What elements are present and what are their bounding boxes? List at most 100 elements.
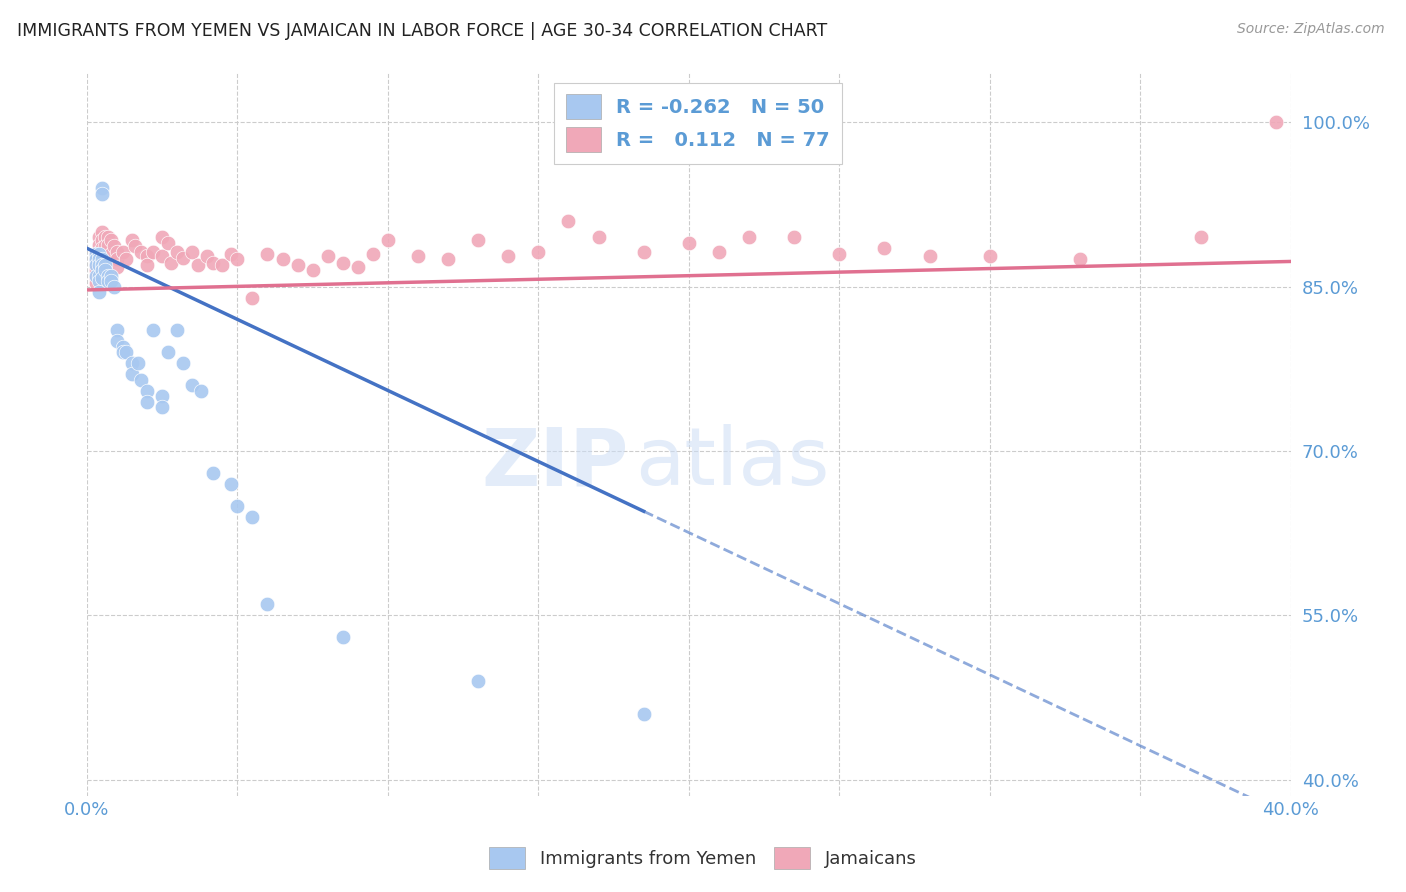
Point <box>316 249 339 263</box>
Point <box>87 265 110 279</box>
Point <box>97 268 120 283</box>
Point <box>127 356 149 370</box>
Point <box>97 274 120 288</box>
Point <box>166 244 188 259</box>
Point <box>111 345 134 359</box>
Point <box>190 384 212 398</box>
Point <box>87 244 110 259</box>
Point <box>211 258 233 272</box>
Point <box>87 258 110 272</box>
Point <box>166 323 188 337</box>
Point <box>181 378 204 392</box>
Text: Source: ZipAtlas.com: Source: ZipAtlas.com <box>1237 22 1385 37</box>
Point <box>87 268 110 283</box>
Point <box>332 630 354 644</box>
Point <box>91 258 114 272</box>
Point <box>84 268 107 283</box>
Point <box>129 373 152 387</box>
Point <box>136 249 159 263</box>
Point <box>346 260 368 274</box>
Point <box>91 186 114 201</box>
Point <box>97 230 120 244</box>
Point <box>256 247 278 261</box>
Point <box>437 252 460 267</box>
Point <box>87 247 110 261</box>
Point <box>103 239 125 253</box>
Point <box>157 345 180 359</box>
Point <box>111 340 134 354</box>
Point <box>361 247 384 261</box>
Point <box>136 258 159 272</box>
Point <box>678 235 700 250</box>
Point <box>1264 115 1286 129</box>
Legend: R = -0.262   N = 50, R =   0.112   N = 77: R = -0.262 N = 50, R = 0.112 N = 77 <box>554 83 842 164</box>
Point <box>84 271 107 285</box>
Point <box>91 249 114 263</box>
Point <box>105 244 128 259</box>
Point <box>588 230 610 244</box>
Point <box>633 244 655 259</box>
Point <box>150 249 173 263</box>
Point <box>91 252 114 267</box>
Point <box>873 241 896 255</box>
Point <box>87 285 110 299</box>
Point <box>150 400 173 414</box>
Point <box>979 249 1001 263</box>
Point <box>91 225 114 239</box>
Point <box>783 230 806 244</box>
Point <box>91 255 114 269</box>
Text: IMMIGRANTS FROM YEMEN VS JAMAICAN IN LABOR FORCE | AGE 30-34 CORRELATION CHART: IMMIGRANTS FROM YEMEN VS JAMAICAN IN LAB… <box>17 22 827 40</box>
Point <box>84 252 107 267</box>
Point <box>172 356 194 370</box>
Point <box>87 258 110 272</box>
Point <box>84 258 107 272</box>
Point <box>87 274 110 288</box>
Point <box>87 252 110 267</box>
Point <box>467 233 489 247</box>
Text: atlas: atlas <box>634 425 830 502</box>
Point <box>467 674 489 689</box>
Point <box>100 233 122 247</box>
Point <box>129 244 152 259</box>
Point <box>1189 230 1212 244</box>
Point <box>94 239 117 253</box>
Point <box>91 241 114 255</box>
Point <box>115 252 138 267</box>
Point <box>256 598 278 612</box>
Point <box>150 230 173 244</box>
Point <box>105 252 128 267</box>
Point <box>105 260 128 274</box>
Point <box>406 249 429 263</box>
Point <box>87 238 110 252</box>
Point <box>918 249 941 263</box>
Point <box>142 323 165 337</box>
Point <box>94 230 117 244</box>
Point <box>527 244 550 259</box>
Point <box>105 334 128 349</box>
Point <box>195 249 218 263</box>
Point <box>221 247 243 261</box>
Point <box>94 258 117 272</box>
Point <box>557 214 579 228</box>
Point <box>124 239 146 253</box>
Point <box>84 277 107 291</box>
Point <box>87 230 110 244</box>
Point <box>707 244 730 259</box>
Point <box>87 251 110 265</box>
Point <box>221 476 243 491</box>
Point <box>738 230 761 244</box>
Point <box>828 247 851 261</box>
Point <box>84 258 107 272</box>
Point <box>202 466 225 480</box>
Point <box>157 235 180 250</box>
Point <box>97 238 120 252</box>
Point <box>1069 252 1091 267</box>
Point <box>226 499 249 513</box>
Legend: Immigrants from Yemen, Jamaicans: Immigrants from Yemen, Jamaicans <box>482 839 924 876</box>
Point <box>91 181 114 195</box>
Point <box>226 252 249 267</box>
Point <box>181 244 204 259</box>
Point <box>377 233 399 247</box>
Point <box>91 271 114 285</box>
Point <box>332 255 354 269</box>
